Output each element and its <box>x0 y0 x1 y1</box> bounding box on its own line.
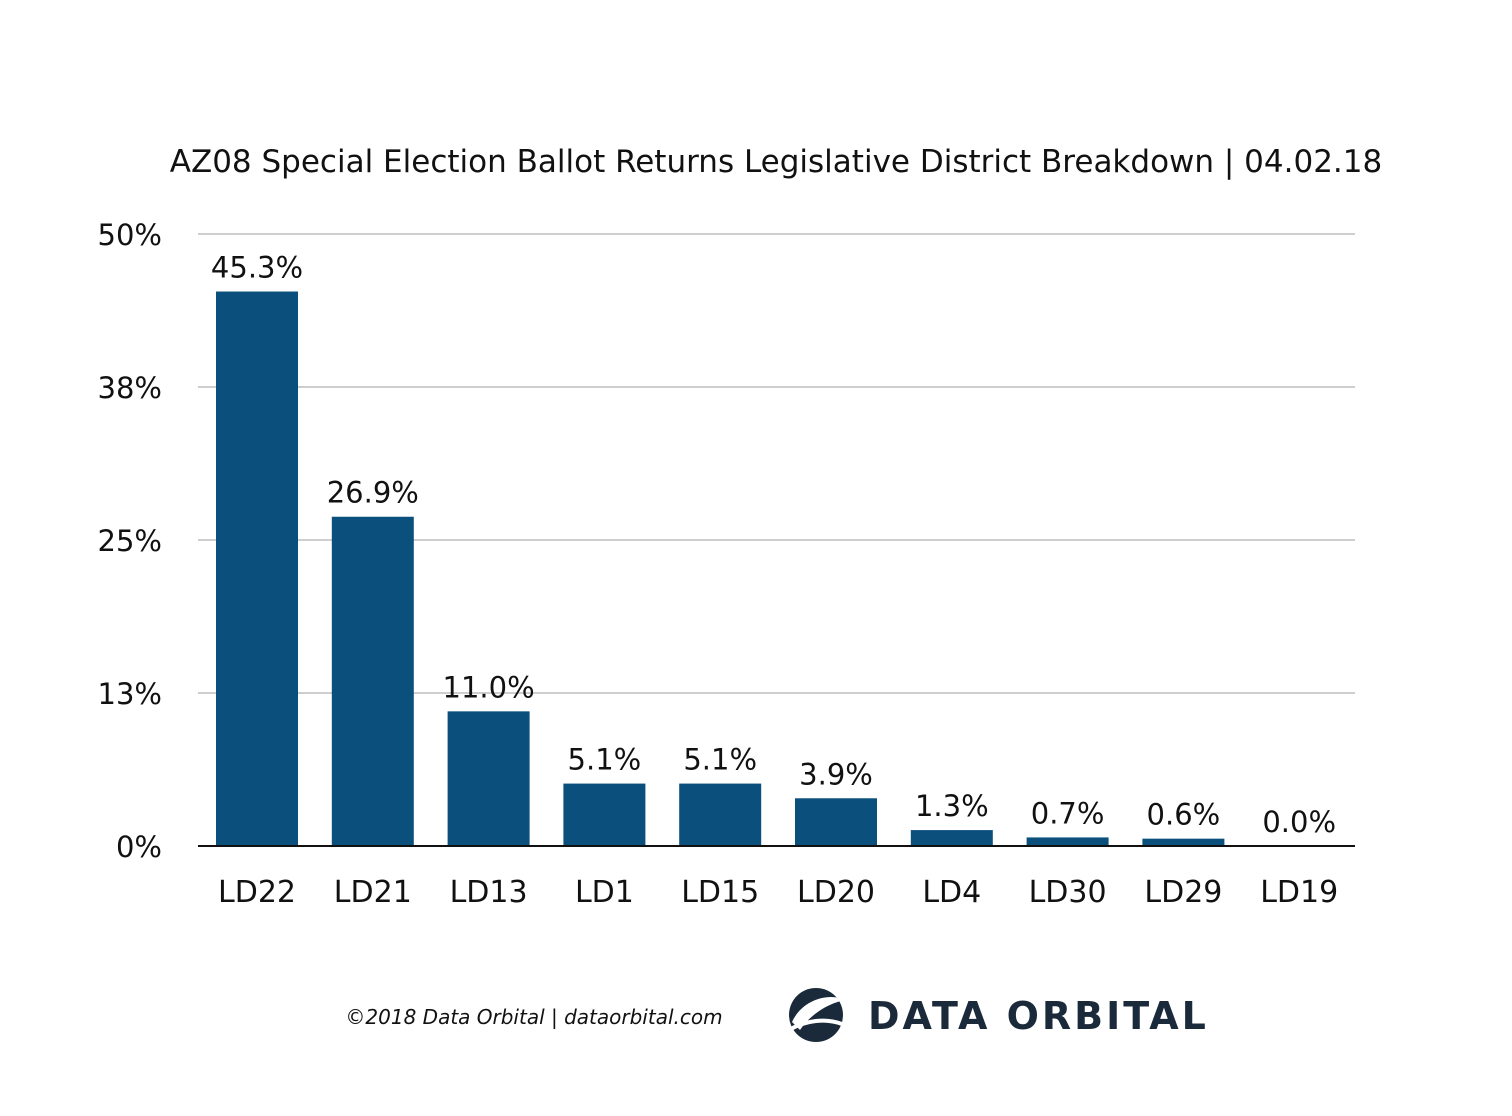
x-tick-label-ld21: LD21 <box>334 875 412 910</box>
data-label-ld15: 5.1% <box>683 743 757 777</box>
y-tick-label: 50% <box>98 218 162 252</box>
data-label-ld19: 0.0% <box>1262 805 1336 839</box>
x-tick-label-ld22: LD22 <box>218 875 296 910</box>
bar-ld20 <box>795 798 877 846</box>
x-tick-label-ld15: LD15 <box>681 875 759 910</box>
bar-ld22 <box>216 291 298 846</box>
bars <box>216 291 1225 846</box>
data-label-ld29: 0.6% <box>1147 798 1221 832</box>
y-axis-ticks: 0% 13% 25% 38% 50% <box>98 218 162 864</box>
x-tick-label-ld30: LD30 <box>1029 875 1107 910</box>
data-label-ld13: 11.0% <box>443 670 535 704</box>
data-label-ld22: 45.3% <box>211 251 303 285</box>
x-tick-label-ld29: LD29 <box>1144 875 1222 910</box>
data-label-ld21: 26.9% <box>327 476 419 510</box>
x-tick-label-ld4: LD4 <box>922 875 981 910</box>
y-tick-label: 13% <box>98 677 162 711</box>
data-label-ld30: 0.7% <box>1031 796 1105 830</box>
bar-ld15 <box>679 783 762 846</box>
bar-ld1 <box>563 783 646 846</box>
bar-ld4 <box>910 830 993 846</box>
x-tick-label-ld1: LD1 <box>575 875 634 910</box>
brand-name: DATA ORBITAL <box>868 994 1209 1038</box>
chart-title: AZ08 Special Election Ballot Returns Leg… <box>170 144 1382 180</box>
bar-ld13 <box>447 711 530 846</box>
footer-credit: ©2018 Data Orbital | dataorbital.com <box>345 1005 722 1029</box>
data-label-ld4: 1.3% <box>915 789 989 823</box>
data-label-ld1: 5.1% <box>568 743 642 777</box>
y-tick-label: 25% <box>98 524 162 558</box>
orbital-globe-icon <box>787 988 846 1042</box>
data-label-ld20: 3.9% <box>799 757 873 791</box>
x-axis-ticks: LD22 LD21 LD13 LD1 LD15 LD20 LD4 LD30 LD29 LD19 <box>218 875 1338 910</box>
x-tick-label-ld20: LD20 <box>797 875 875 910</box>
x-tick-label-ld19: LD19 <box>1260 875 1338 910</box>
y-tick-label: 0% <box>116 830 162 864</box>
bar-ld30 <box>1026 837 1109 846</box>
x-tick-label-ld13: LD13 <box>450 875 528 910</box>
bar-ld21 <box>331 516 414 846</box>
y-tick-label: 38% <box>98 371 162 405</box>
data-labels: 45.3% 26.9% 11.0% 5.1% 5.1% 3.9% 1.3% 0.7% 0.6% 0… <box>211 251 1336 839</box>
bar-ld29 <box>1142 838 1225 846</box>
